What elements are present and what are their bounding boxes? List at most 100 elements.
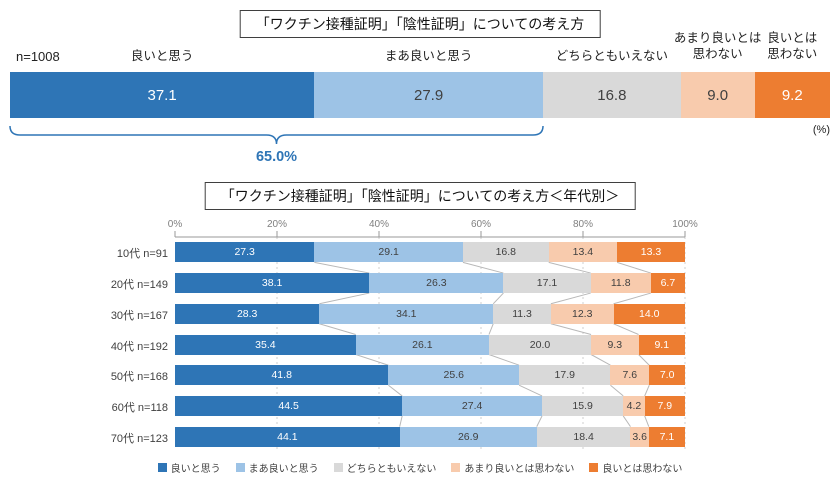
segment-value-label: 38.1 xyxy=(261,277,283,290)
segment-value-label: 7.6 xyxy=(622,369,638,382)
age-stacked-bar: 44.5 27.4 15.9 4.2 7.9 xyxy=(175,395,685,416)
overall-bar-segment: 9.0 xyxy=(680,72,755,118)
segment-value-label: 26.3 xyxy=(426,277,447,290)
bar-segment: 11.8 xyxy=(590,273,651,294)
age-group-label: 70代 n=123 xyxy=(110,432,168,445)
x-axis-tick-label: 100% xyxy=(672,219,698,230)
bar-segment: 26.1 xyxy=(355,334,489,355)
legend-item: あまり良いとは思わない xyxy=(451,460,574,475)
age-group-label: 30代 n=167 xyxy=(110,309,168,322)
x-axis-tick-label: 40% xyxy=(368,219,389,230)
bar-segment: 7.9 xyxy=(644,395,685,416)
segment-value-label: 15.9 xyxy=(572,399,593,412)
bar-segment: 6.7 xyxy=(650,273,685,294)
segment-value-label: 17.1 xyxy=(536,277,558,290)
bar-segment: 11.3 xyxy=(493,303,551,324)
bar-segment: 27.3 xyxy=(175,242,315,263)
bar-segment: 9.3 xyxy=(591,334,639,355)
bar-segment: 35.4 xyxy=(175,334,356,355)
x-axis-tick-label: 80% xyxy=(572,219,593,230)
bar-segment: 26.3 xyxy=(369,273,504,294)
bar-segment: 4.2 xyxy=(623,395,645,416)
bar-segment: 16.8 xyxy=(462,242,549,263)
bar-segment: 44.1 xyxy=(175,426,400,447)
segment-value-label: 14.0 xyxy=(639,307,660,320)
bar-segment: 13.4 xyxy=(548,242,618,263)
segment-value-label: 41.8 xyxy=(271,369,292,382)
segment-value-label: 20.0 xyxy=(529,338,551,351)
brace-value-label: 65.0% xyxy=(255,149,298,165)
overall-chart-title: 「ワクチン接種証明」「陰性証明」についての考え方 xyxy=(239,10,601,38)
legend-swatch-icon xyxy=(157,463,167,472)
bar-segment: 7.0 xyxy=(649,365,685,386)
segment-value-label: 9.3 xyxy=(607,338,623,351)
series-category-label: 良いと思う xyxy=(130,49,194,63)
brace-icon xyxy=(9,125,544,145)
segment-value-label: 44.1 xyxy=(277,430,298,443)
bar-segment: 20.0 xyxy=(488,334,592,355)
segment-value-label: 16.8 xyxy=(597,86,627,104)
segment-value-label: 7.0 xyxy=(659,369,675,382)
legend-swatch-icon xyxy=(235,463,245,472)
overall-stacked-bar: 37.1 27.9 16.8 9.0 9.2 xyxy=(10,72,830,118)
segment-value-label: 9.2 xyxy=(781,86,803,104)
age-group-label: 60代 n=118 xyxy=(111,401,168,414)
age-stacked-bar: 41.8 25.6 17.9 7.6 7.0 xyxy=(175,365,685,386)
segment-value-label: 4.2 xyxy=(626,399,642,412)
segment-value-label: 13.3 xyxy=(640,246,662,259)
series-category-label: どちらともいえない xyxy=(555,49,668,63)
legend-item: どちらともいえない xyxy=(333,460,437,475)
bar-segment: 13.3 xyxy=(617,242,685,263)
segment-value-label: 25.6 xyxy=(443,369,464,382)
bar-segment: 38.1 xyxy=(175,273,370,294)
segment-value-label: 27.4 xyxy=(461,399,483,412)
segment-value-label: 26.1 xyxy=(412,338,433,351)
legend-swatch-icon xyxy=(451,463,461,472)
segment-value-label: 7.1 xyxy=(659,430,675,443)
series-category-label: まあ良いと思う xyxy=(384,49,473,63)
segment-value-label: 28.3 xyxy=(236,307,258,320)
segment-value-label: 27.9 xyxy=(414,86,444,104)
legend-swatch-icon xyxy=(333,463,343,472)
legend-label: どちらともいえない xyxy=(346,464,437,475)
age-group-label: 40代 n=192 xyxy=(110,340,168,353)
bar-segment: 14.0 xyxy=(613,303,685,324)
segment-value-label: 29.1 xyxy=(378,246,399,259)
sample-size-label: n=1008 xyxy=(16,49,60,64)
bar-segment: 18.4 xyxy=(536,426,631,447)
bar-segment: 34.1 xyxy=(319,303,494,324)
bar-segment: 15.9 xyxy=(542,395,624,416)
segment-value-label: 11.8 xyxy=(610,277,631,290)
bar-segment: 29.1 xyxy=(314,242,463,263)
segment-value-label: 17.9 xyxy=(554,369,575,382)
segment-value-label: 7.9 xyxy=(657,399,673,412)
legend-swatch-icon xyxy=(589,463,599,472)
bar-segment: 28.3 xyxy=(175,303,320,324)
age-chart-title: 「ワクチン接種証明」「陰性証明」についての考え方＜年代別＞ xyxy=(204,182,636,210)
segment-value-label: 44.5 xyxy=(278,399,299,412)
bar-segment: 44.5 xyxy=(175,395,403,416)
legend-label: 良いとは思わない xyxy=(602,464,683,475)
brace-annotation xyxy=(9,125,544,148)
segment-value-label: 26.9 xyxy=(457,430,479,443)
segment-value-label: 37.1 xyxy=(147,86,177,104)
age-chart-grid xyxy=(174,231,686,452)
segment-value-label: 35.4 xyxy=(255,338,276,351)
legend-item: まあ良いと思う xyxy=(235,460,319,475)
series-category-label: あまり良いとは 思わない xyxy=(673,31,762,62)
legend-item: 良いと思う xyxy=(157,460,221,475)
bar-segment: 9.1 xyxy=(638,334,685,355)
segment-value-label: 9.0 xyxy=(707,86,729,104)
bar-segment: 17.9 xyxy=(519,365,611,386)
age-stacked-bar: 28.3 34.1 11.3 12.3 14.0 xyxy=(175,303,685,324)
percent-unit-label: (%) xyxy=(812,124,830,136)
x-axis-tick-label: 60% xyxy=(470,219,491,230)
overall-bar-segment: 9.2 xyxy=(754,72,830,118)
segment-value-label: 34.1 xyxy=(396,307,417,320)
segment-value-label: 12.3 xyxy=(572,307,593,320)
bar-segment: 7.1 xyxy=(648,426,685,447)
age-stacked-bar: 38.1 26.3 17.1 11.8 6.7 xyxy=(175,273,685,294)
series-category-label: 良いとは 思わない xyxy=(767,31,818,62)
segment-value-label: 13.4 xyxy=(572,246,594,259)
